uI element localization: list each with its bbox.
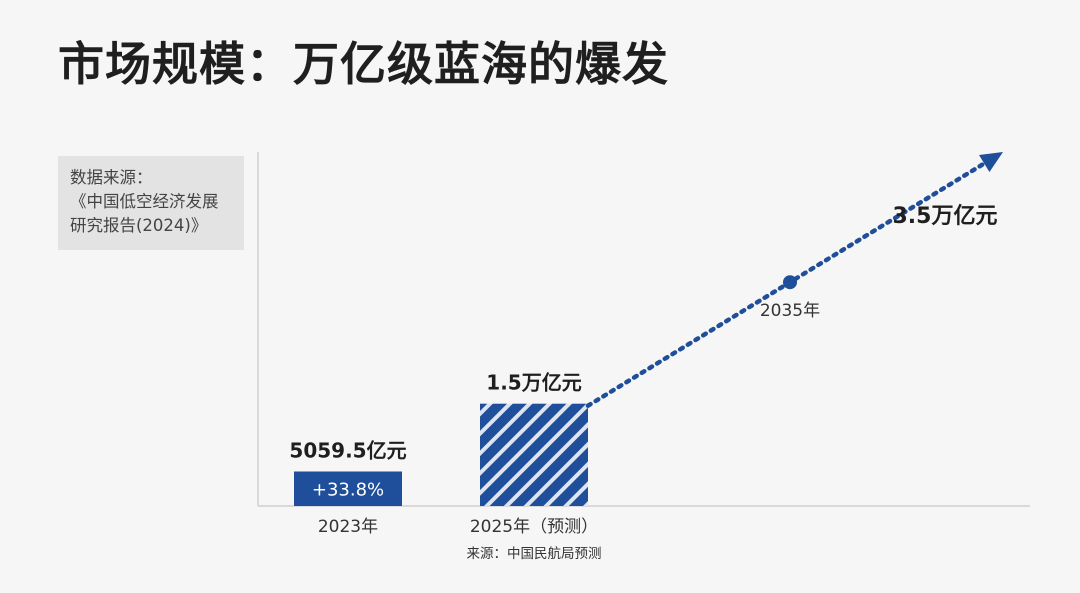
page-title: 市场规模：万亿级蓝海的爆发 [58,37,669,91]
projection-point-label: 2035年 [760,301,820,321]
category-label-2: 2025年（预测） [470,517,598,537]
bar-value-label-1: 5059.5亿元 [289,438,406,462]
footnote-source: 来源：中国民航局预测 [467,546,602,562]
source-line-2: 《中国低空经济发展 [70,192,219,211]
bar-2 [480,403,588,506]
projection-arrowhead [979,152,1003,173]
projection-value-label: 3.5万亿元 [893,204,998,229]
source-line-1: 数据来源： [70,168,153,187]
bar-value-label-2: 1.5万亿元 [486,371,581,395]
bar-1 [294,471,402,506]
category-label-1: 2023年 [318,517,378,537]
bar-inner-label-1: +33.8% [312,480,384,501]
watermark [1069,578,1073,591]
data-source-box: 数据来源： 《中国低空经济发展 研究报告(2024)》 [58,156,244,250]
projection-point-2035 [783,275,797,290]
source-line-3: 研究报告(2024)》 [70,216,208,235]
